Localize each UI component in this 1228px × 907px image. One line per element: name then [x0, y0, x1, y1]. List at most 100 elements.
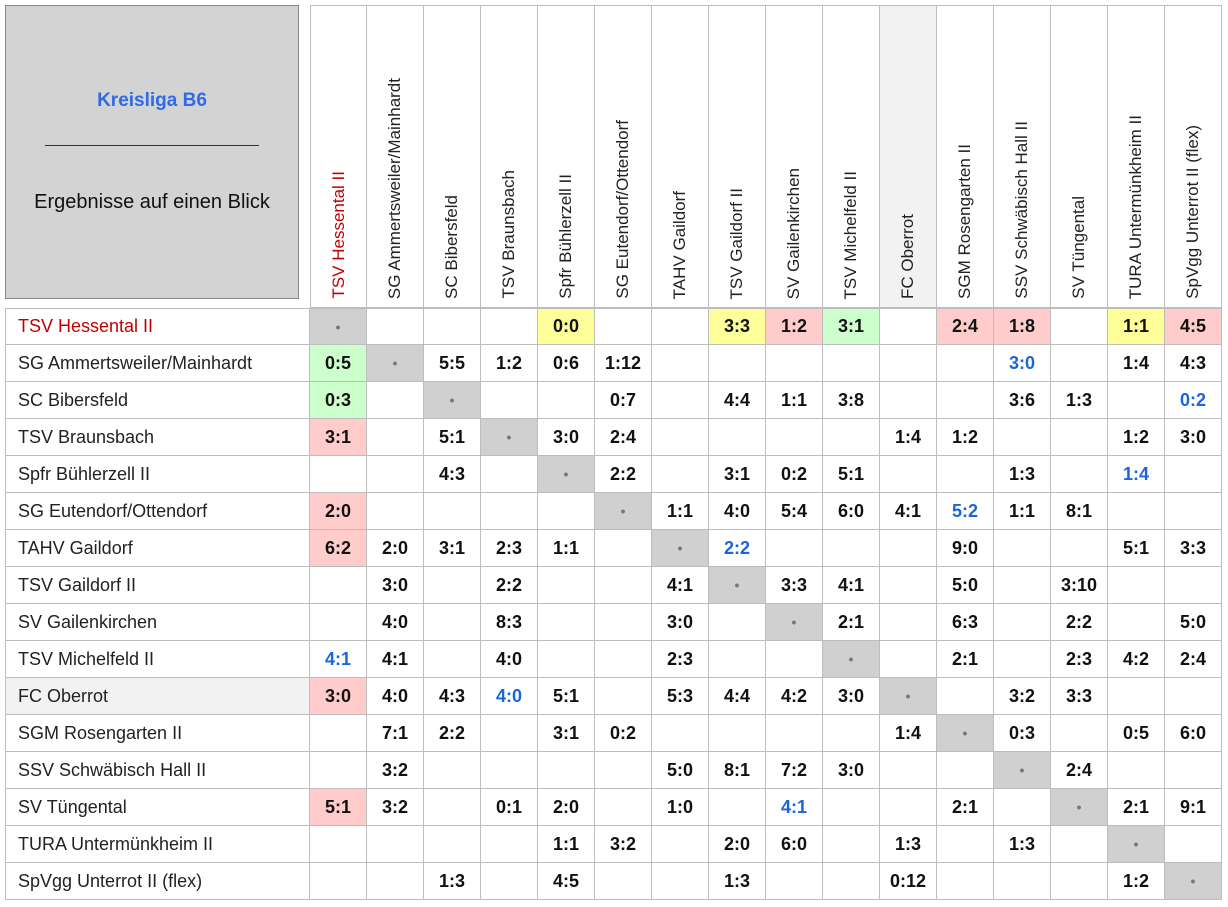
- result-cell: 2:2: [1051, 604, 1108, 641]
- result-cell: 2:0: [310, 493, 367, 530]
- result-cell: 1:12: [595, 345, 652, 382]
- result-cell: 3:2: [367, 789, 424, 826]
- result-cell: [880, 308, 937, 345]
- result-cell: [481, 715, 538, 752]
- result-cell: 1:1: [994, 493, 1051, 530]
- result-cell: 6:0: [766, 826, 823, 863]
- team-name: SC Bibersfeld: [442, 195, 461, 299]
- result-cell: 2:2: [481, 567, 538, 604]
- column-header: SpVgg Unterrot II (flex): [1165, 5, 1222, 308]
- result-cell: 6:3: [937, 604, 994, 641]
- subtitle: Ergebnisse auf einen Blick: [34, 191, 270, 213]
- result-cell: [994, 789, 1051, 826]
- result-cell: 1:2: [766, 308, 823, 345]
- title-box: Kreisliga B6 ________________________ Er…: [5, 5, 299, 299]
- result-cell: [880, 530, 937, 567]
- team-name: SGM Rosengarten II: [955, 144, 974, 299]
- column-header: SGM Rosengarten II: [937, 5, 994, 308]
- result-cell: [1051, 419, 1108, 456]
- diagonal-cell: •: [1165, 863, 1222, 900]
- result-cell: [1165, 678, 1222, 715]
- result-cell: 3:8: [823, 382, 880, 419]
- result-cell: [1108, 567, 1165, 604]
- result-cell: [481, 456, 538, 493]
- result-cell: [1165, 567, 1222, 604]
- separator: ________________________: [45, 130, 259, 147]
- result-cell: 1:4: [880, 715, 937, 752]
- result-cell: 1:8: [994, 308, 1051, 345]
- result-cell: [766, 715, 823, 752]
- team-name: Spfr Bühlerzell II: [556, 174, 575, 299]
- result-cell: 4:1: [367, 641, 424, 678]
- result-cell: 0:3: [994, 715, 1051, 752]
- result-cell: [424, 604, 481, 641]
- result-cell: 0:2: [1165, 382, 1222, 419]
- result-cell: [823, 419, 880, 456]
- diagonal-cell: •: [709, 567, 766, 604]
- result-cell: 3:0: [310, 678, 367, 715]
- result-cell: [481, 752, 538, 789]
- result-cell: [880, 456, 937, 493]
- team-name: SG Eutendorf/Ottendorf: [613, 120, 632, 299]
- diagonal-cell: •: [595, 493, 652, 530]
- result-cell: [367, 419, 424, 456]
- row-label: SG Eutendorf/Ottendorf: [5, 493, 310, 530]
- result-cell: [937, 345, 994, 382]
- result-cell: 3:2: [595, 826, 652, 863]
- result-cell: [595, 863, 652, 900]
- result-cell: 4:1: [310, 641, 367, 678]
- row-label: SC Bibersfeld: [5, 382, 310, 419]
- result-cell: 3:0: [823, 678, 880, 715]
- result-cell: [709, 789, 766, 826]
- result-cell: 8:1: [709, 752, 766, 789]
- result-cell: 5:0: [1165, 604, 1222, 641]
- result-cell: 3:2: [367, 752, 424, 789]
- row-label: TAHV Gaildorf: [5, 530, 310, 567]
- result-cell: 4:0: [709, 493, 766, 530]
- result-cell: 2:3: [652, 641, 709, 678]
- result-cell: [1051, 308, 1108, 345]
- result-cell: [1165, 493, 1222, 530]
- result-cell: [1051, 826, 1108, 863]
- result-cell: [652, 826, 709, 863]
- diagonal-cell: •: [823, 641, 880, 678]
- result-cell: [652, 715, 709, 752]
- result-cell: [1108, 752, 1165, 789]
- result-cell: [1165, 826, 1222, 863]
- result-cell: 2:4: [1165, 641, 1222, 678]
- result-cell: 9:0: [937, 530, 994, 567]
- result-cell: [937, 752, 994, 789]
- result-cell: [652, 382, 709, 419]
- result-cell: 5:3: [652, 678, 709, 715]
- result-cell: 3:6: [994, 382, 1051, 419]
- result-cell: [880, 752, 937, 789]
- result-cell: [652, 419, 709, 456]
- column-header: SV Gailenkirchen: [766, 5, 823, 308]
- result-cell: 5:1: [424, 419, 481, 456]
- result-cell: [880, 604, 937, 641]
- result-cell: 1:1: [652, 493, 709, 530]
- result-cell: 0:1: [481, 789, 538, 826]
- result-cell: 1:3: [994, 456, 1051, 493]
- result-cell: 4:0: [481, 641, 538, 678]
- result-cell: [1108, 678, 1165, 715]
- result-cell: [937, 826, 994, 863]
- result-cell: [367, 456, 424, 493]
- column-header: SG Ammertsweiler/Mainhardt: [367, 5, 424, 308]
- result-cell: 2:0: [367, 530, 424, 567]
- result-cell: [310, 456, 367, 493]
- result-cell: 4:1: [652, 567, 709, 604]
- row-label: FC Oberrot: [5, 678, 310, 715]
- result-cell: 1:4: [880, 419, 937, 456]
- team-name: TSV Braunsbach: [499, 170, 518, 299]
- result-cell: [310, 567, 367, 604]
- result-cell: [538, 493, 595, 530]
- result-cell: [538, 641, 595, 678]
- result-cell: 1:2: [1108, 419, 1165, 456]
- result-cell: [709, 345, 766, 382]
- result-cell: [310, 752, 367, 789]
- result-cell: 3:3: [709, 308, 766, 345]
- result-cell: 5:2: [937, 493, 994, 530]
- row-label: SGM Rosengarten II: [5, 715, 310, 752]
